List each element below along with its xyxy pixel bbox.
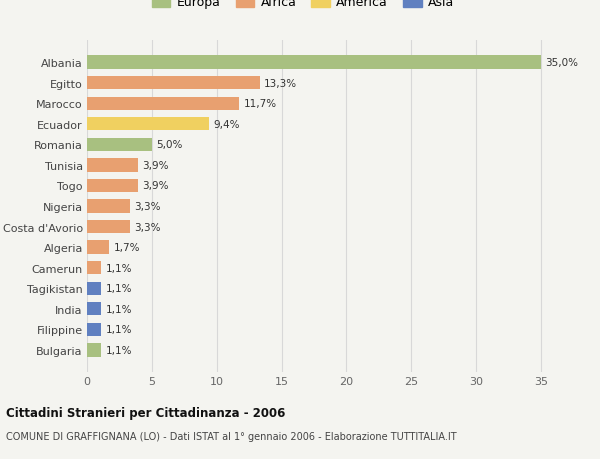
Text: 1,1%: 1,1% [106, 325, 133, 335]
Text: COMUNE DI GRAFFIGNANA (LO) - Dati ISTAT al 1° gennaio 2006 - Elaborazione TUTTIT: COMUNE DI GRAFFIGNANA (LO) - Dati ISTAT … [6, 431, 457, 442]
Bar [87, 343, 101, 357]
Text: 5,0%: 5,0% [157, 140, 183, 150]
Bar [87, 118, 209, 131]
Bar [87, 262, 101, 275]
Text: 3,9%: 3,9% [142, 181, 169, 191]
Text: 1,7%: 1,7% [113, 242, 140, 252]
Text: 1,1%: 1,1% [106, 304, 133, 314]
Text: Cittadini Stranieri per Cittadinanza - 2006: Cittadini Stranieri per Cittadinanza - 2… [6, 406, 286, 419]
Bar [87, 179, 137, 193]
Bar [87, 200, 130, 213]
Text: 1,1%: 1,1% [106, 345, 133, 355]
Bar [87, 97, 239, 111]
Text: 3,3%: 3,3% [134, 202, 161, 212]
Bar [87, 138, 152, 151]
Text: 35,0%: 35,0% [545, 58, 578, 68]
Legend: Europa, Africa, America, Asia: Europa, Africa, America, Asia [146, 0, 460, 14]
Text: 1,1%: 1,1% [106, 263, 133, 273]
Bar [87, 77, 260, 90]
Bar [87, 220, 130, 234]
Text: 9,4%: 9,4% [214, 119, 240, 129]
Text: 3,3%: 3,3% [134, 222, 161, 232]
Bar [87, 56, 541, 70]
Text: 13,3%: 13,3% [264, 78, 297, 89]
Bar [87, 282, 101, 295]
Bar [87, 241, 109, 254]
Text: 3,9%: 3,9% [142, 161, 169, 171]
Bar [87, 159, 137, 172]
Bar [87, 323, 101, 336]
Text: 11,7%: 11,7% [244, 99, 277, 109]
Text: 1,1%: 1,1% [106, 284, 133, 294]
Bar [87, 302, 101, 316]
